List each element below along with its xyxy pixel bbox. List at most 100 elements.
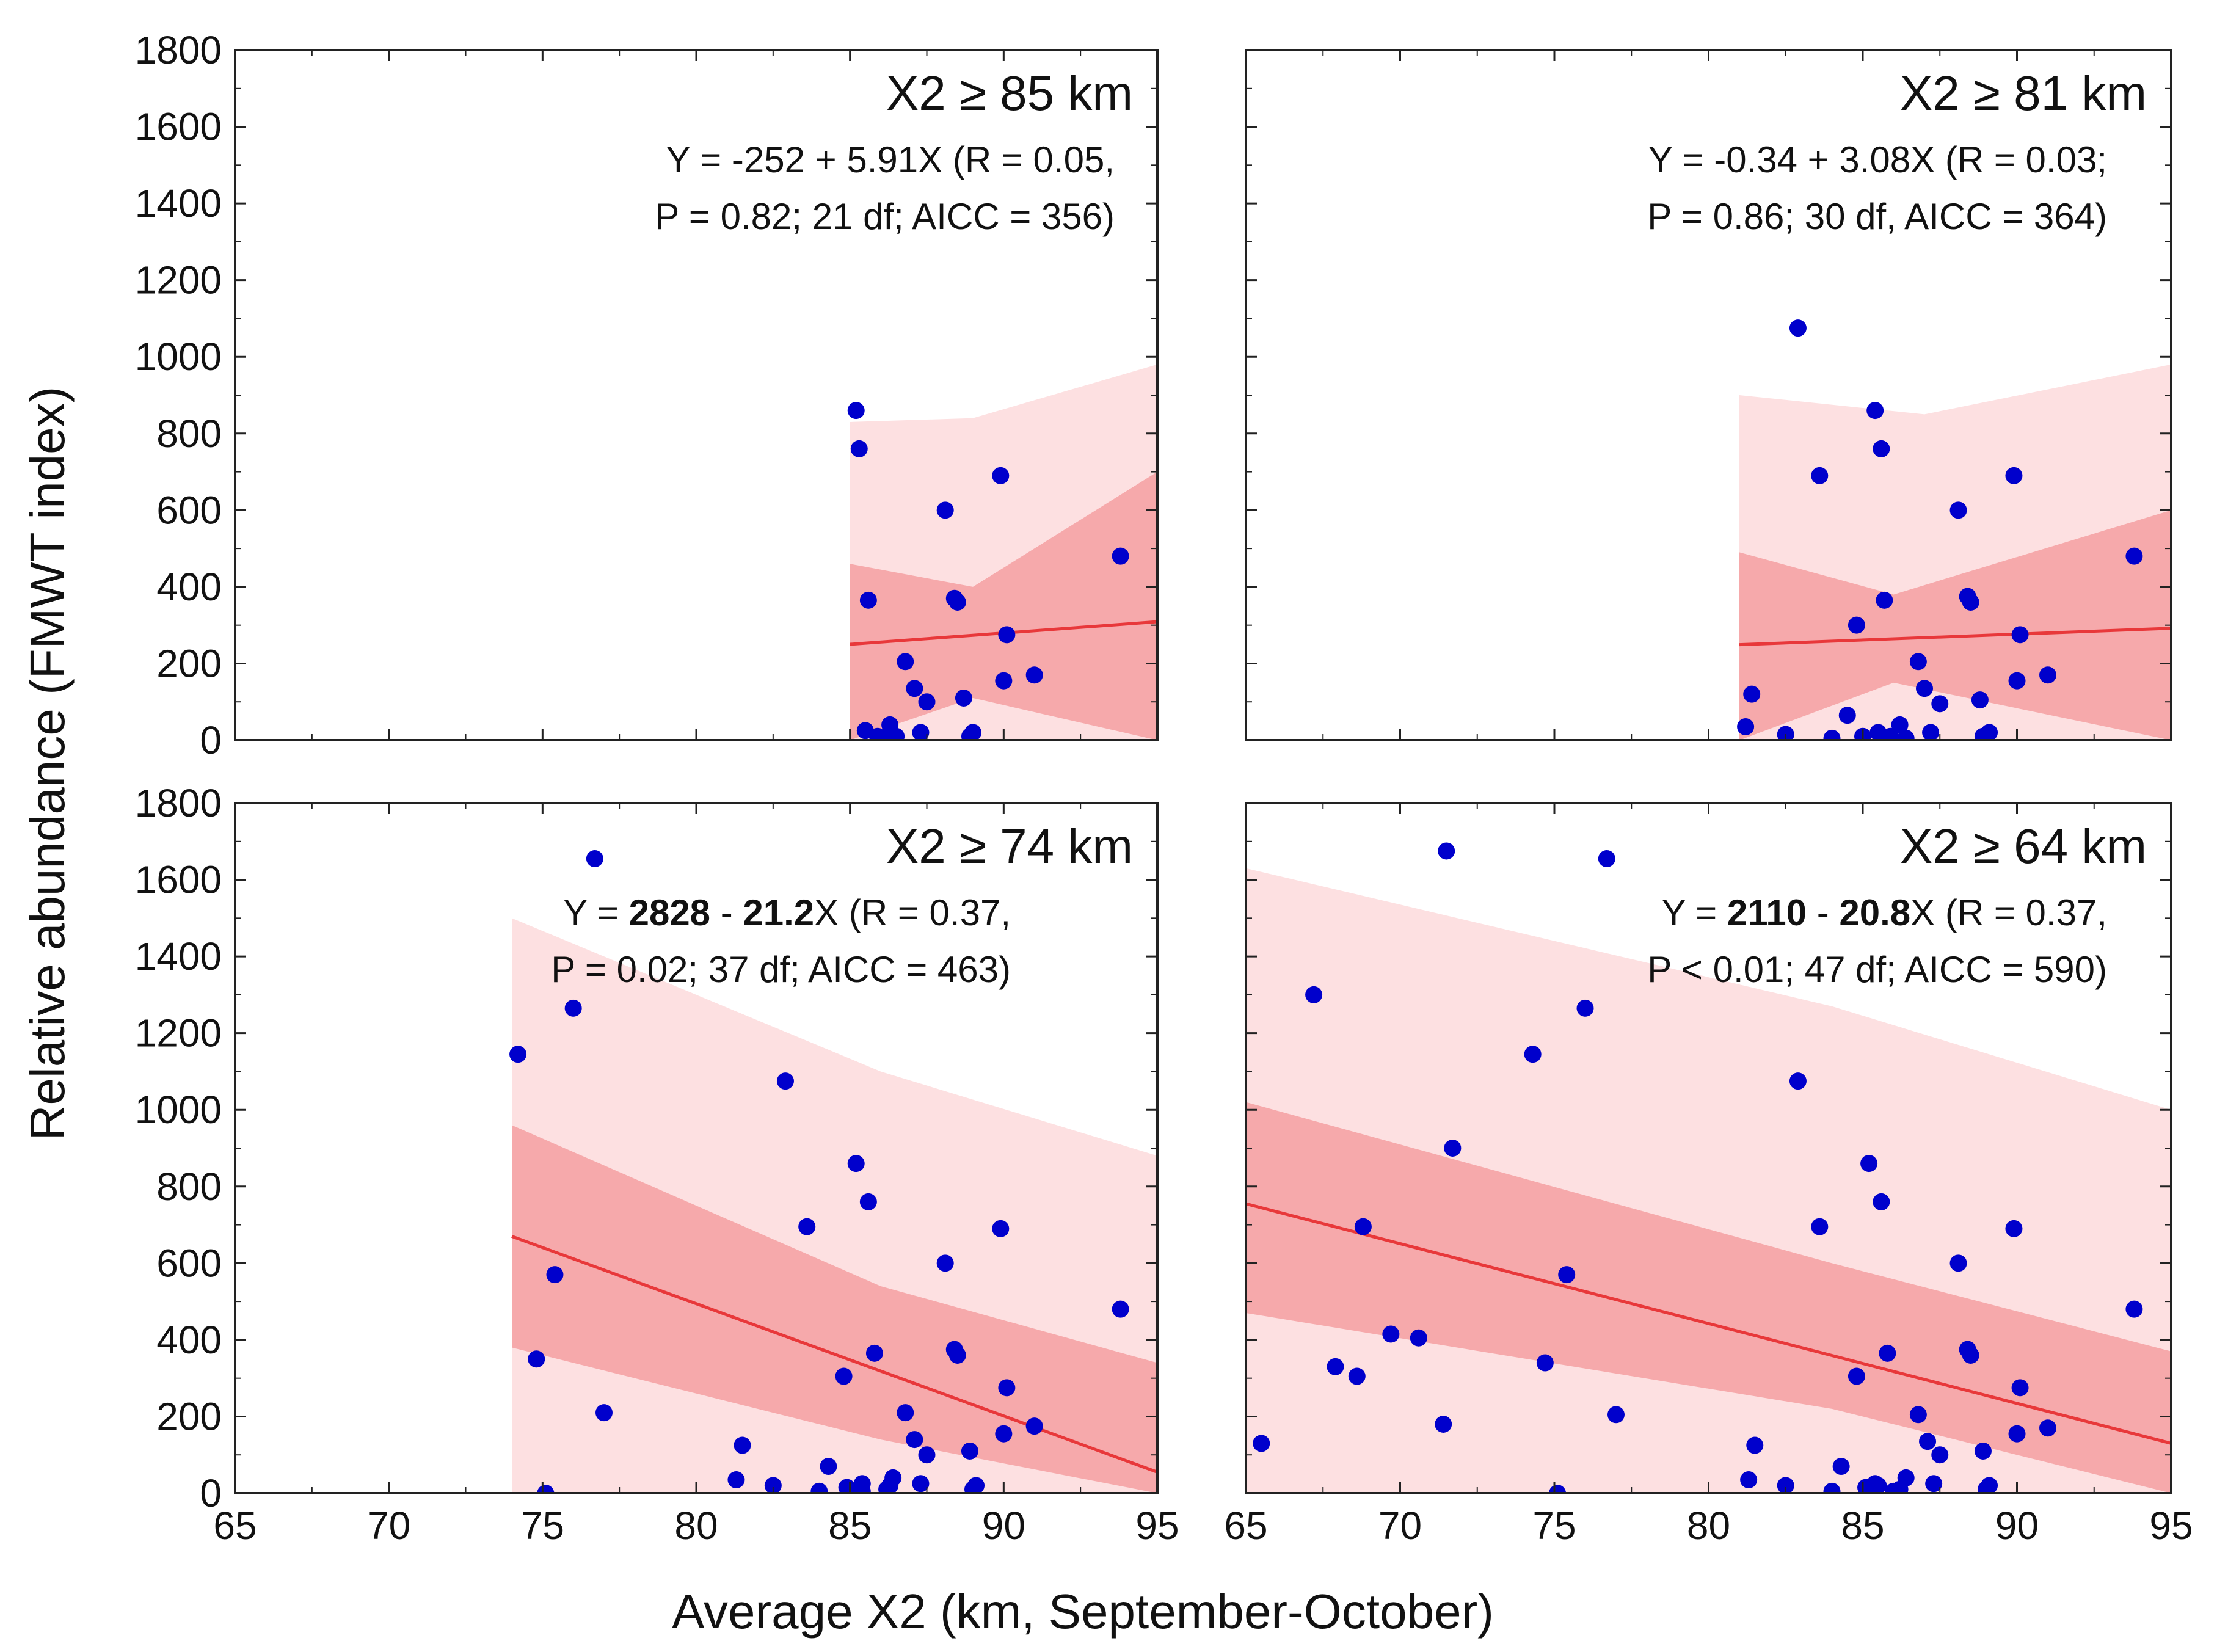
y-tick-label: 800 [156,412,222,456]
data-point [1354,1218,1372,1235]
plot-area [1737,319,2171,740]
data-point [734,1436,751,1454]
data-point [1950,1254,1967,1272]
data-point [2011,626,2029,644]
data-point [1925,1475,1943,1493]
data-point [948,1347,966,1364]
data-point [1860,1155,1878,1173]
data-point [1909,653,1927,671]
y-tick-label: 0 [200,718,222,762]
confidence-band [512,1125,1157,1493]
data-point [764,1477,782,1493]
panel-bottom-left: 0 200 400 600 800 1000 1200 1400 1600 1800 65 70 75 8… [135,781,1179,1548]
data-point [564,999,582,1017]
data-point [727,1471,745,1489]
data-point [912,724,930,740]
panel-title: X2 ≥ 64 km [1900,819,2147,873]
data-point [967,1477,985,1493]
data-point [948,594,966,611]
panel-title: X2 ≥ 85 km [886,66,1133,120]
data-point [1743,685,1761,703]
data-point [1598,850,1615,868]
data-point [528,1350,545,1368]
data-point [1981,1477,1998,1493]
data-point [1848,616,1865,634]
equation-slope: 5.91 [846,139,918,180]
data-point [1879,1344,1896,1362]
data-point [964,724,981,740]
data-point [1410,1329,1427,1347]
y-tick-label: 400 [156,1318,222,1362]
data-point [998,1379,1016,1397]
x-tick-label: 90 [982,1504,1025,1548]
data-point [1327,1358,1344,1375]
equation-intercept: 2110 [1727,892,1807,933]
regression-equation: Y = 2828 - 21.2X (R = 0.37, [563,892,1011,933]
equation-operator: - [1807,892,1839,933]
x-tick-label: 95 [1135,1504,1179,1548]
panel-top-right: X2 ≥ 81 km Y = -0.34 + 3.08X (R = 0.03; P … [1245,49,2172,741]
data-point [918,693,936,711]
x-tick-label: 70 [1378,1504,1422,1548]
y-tick-label: 1000 [135,335,222,379]
data-point [847,402,865,420]
data-point [2008,672,2026,690]
x-tick-label: 85 [828,1504,872,1548]
y-tick-label: 1400 [135,181,222,225]
data-point [1025,666,1043,684]
equation-suffix: X (R = 0.37, [814,892,1011,933]
y-tick-label: 600 [156,488,222,532]
plot-area [1246,842,2171,1493]
equation-prefix: Y = [563,892,628,933]
regression-equation: Y = -0.34 + 3.08X (R = 0.03; [1648,139,2107,180]
data-point [537,1485,555,1493]
data-point [2011,1379,2029,1397]
data-point [2039,1419,2056,1437]
equation-prefix: Y = [1648,139,1714,180]
data-point [586,850,603,868]
data-point [1873,1193,1890,1210]
data-point [1435,1416,1452,1433]
regression-equation: Y = 2110 - 20.8X (R = 0.37, [1662,892,2107,933]
data-point [509,1046,527,1063]
data-point [1931,695,1949,713]
data-point [1909,1406,1927,1424]
data-point [1777,1477,1794,1493]
data-point [1873,440,1890,457]
data-point [853,1482,871,1493]
y-tick-label: 200 [156,641,222,685]
data-point [1549,1485,1567,1493]
regression-stats: P < 0.01; 47 df; AICC = 590) [1647,949,2107,990]
data-point [1885,1482,1902,1493]
panel-top-left: 0 200 400 600 800 1000 1200 1400 1600 1800 X2 ≥ 85… [135,28,1159,762]
data-point [961,1442,978,1460]
data-point [1558,1266,1576,1284]
confidence-band [1246,1102,2171,1493]
data-point [998,626,1016,644]
data-point [1438,842,1455,860]
data-point [1737,718,1755,736]
x-tick-label: 85 [1841,1504,1884,1548]
x-tick-label: 70 [367,1504,410,1548]
data-point [865,1344,883,1362]
data-point [1524,1046,1542,1063]
data-point [1823,729,1841,740]
equation-prefix: Y = [1662,892,1727,933]
data-point [955,689,972,707]
data-point [1897,729,1915,740]
confidence-band [850,471,1157,740]
equation-operator: - [710,892,743,933]
data-point [2125,547,2143,565]
data-point [1974,1442,1992,1460]
y-tick-label: 1600 [135,858,222,902]
y-tick-label: 1200 [135,1011,222,1055]
data-point [595,1404,613,1422]
data-point [859,591,877,609]
equation-intercept: -252 [732,139,805,180]
equation-suffix: X (R = 0.03; [1910,139,2107,180]
data-point [1536,1354,1554,1372]
data-point [1869,1477,1887,1493]
data-point [1838,707,1856,724]
data-point [1832,1458,1850,1476]
